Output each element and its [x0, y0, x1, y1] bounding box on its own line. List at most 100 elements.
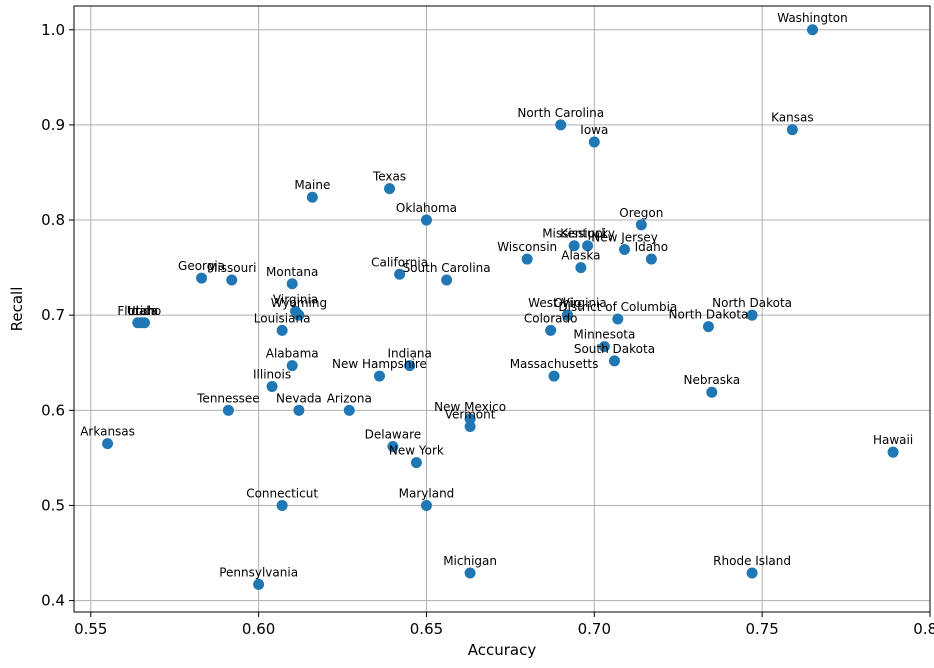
point-label: Florida: [117, 304, 158, 318]
data-point: [266, 381, 278, 393]
x-tick-label: 0.65: [410, 620, 443, 638]
x-tick-label: 0.60: [242, 620, 275, 638]
data-point: [276, 324, 288, 336]
y-tick-label: 0.5: [41, 496, 65, 514]
point-label: Washington: [777, 11, 848, 25]
point-label: Utah: [127, 304, 155, 318]
point-label: Arkansas: [80, 425, 135, 439]
point-label: Missouri: [207, 261, 256, 275]
data-point: [253, 578, 265, 590]
data-point: [887, 446, 899, 458]
point-label: Arizona: [327, 391, 372, 405]
point-label: Maine: [294, 178, 330, 192]
data-point: [286, 278, 298, 290]
point-label: Vermont: [445, 407, 496, 421]
point-label: West Virginia: [528, 296, 607, 310]
data-point: [608, 355, 620, 367]
point-label: Michigan: [443, 554, 497, 568]
y-tick-label: 0.8: [41, 211, 65, 229]
data-point: [575, 262, 587, 274]
point-label: Virginia: [273, 292, 318, 306]
data-point: [746, 309, 758, 321]
point-label: Hawaii: [873, 433, 913, 447]
x-tick-label: 0.70: [578, 620, 611, 638]
point-label: Nevada: [276, 391, 322, 405]
point-labels: Washington Kansas North Carolina Iowa Maine T…: [80, 11, 913, 580]
y-axis-label: Recall: [8, 287, 26, 332]
data-point: [635, 219, 647, 231]
data-point: [619, 244, 631, 256]
data-point: [464, 413, 476, 425]
data-point: [138, 317, 150, 329]
point-label: North Carolina: [517, 106, 604, 120]
point-label: Massachusetts: [510, 357, 599, 371]
data-point: [226, 274, 238, 286]
data-point: [384, 183, 396, 195]
point-label: Mississippi: [542, 227, 606, 241]
data-point: [286, 360, 298, 372]
data-point: [645, 253, 657, 265]
point-label: Colorado: [524, 311, 578, 325]
point-label: New Jersey: [591, 231, 658, 245]
data-point: [404, 360, 416, 372]
data-point: [293, 404, 305, 416]
point-label: Wisconsin: [497, 240, 557, 254]
y-tick-label: 0.9: [41, 116, 65, 134]
point-label: District of Columbia: [558, 300, 677, 314]
data-point: [420, 499, 432, 511]
data-point: [441, 274, 453, 286]
point-label: Montana: [266, 265, 318, 279]
data-point: [293, 309, 305, 321]
data-point: [561, 309, 573, 321]
data-point: [306, 191, 318, 203]
data-point: [222, 404, 234, 416]
data-point: [102, 438, 114, 450]
data-points: [102, 24, 899, 590]
x-tick-label: 0.75: [745, 620, 778, 638]
data-point: [588, 136, 600, 148]
y-tick-label: 0.4: [41, 592, 65, 610]
y-tick-label: 0.7: [41, 306, 65, 324]
data-point: [545, 324, 557, 336]
data-point: [196, 272, 208, 284]
data-point: [387, 440, 399, 452]
data-point: [786, 124, 798, 136]
data-point: [464, 420, 476, 432]
data-point: [521, 253, 533, 265]
point-label: New York: [389, 444, 444, 458]
point-label: Georgia: [178, 259, 225, 273]
axis-ticks: 0.55 0.60 0.65 0.70 0.75 0.80 0.4 0.5 0.6 0.7 0.8 0…: [41, 21, 934, 638]
point-label: Nebraska: [683, 373, 740, 387]
x-tick-label: 0.80: [913, 620, 934, 638]
point-label: Ohio: [554, 296, 582, 310]
point-label: Louisiana: [254, 311, 311, 325]
data-point: [612, 313, 624, 325]
x-tick-label: 0.55: [74, 620, 107, 638]
point-label: Indiana: [387, 347, 431, 361]
point-label: Alaska: [561, 249, 600, 263]
data-point: [568, 240, 580, 252]
data-point: [343, 404, 355, 416]
data-point: [276, 499, 288, 511]
point-label: North Dakota: [712, 296, 792, 310]
point-label: Oklahoma: [396, 201, 457, 215]
point-label: Pennsylvania: [219, 565, 298, 579]
data-point: [702, 321, 714, 333]
data-point: [598, 341, 610, 353]
point-label: Minnesota: [573, 328, 635, 342]
data-point: [410, 457, 422, 469]
point-label: California: [371, 255, 428, 269]
point-label: Illinois: [253, 368, 291, 382]
point-label: Alabama: [266, 347, 319, 361]
point-label: Oregon: [619, 206, 663, 220]
data-point: [746, 567, 758, 579]
data-point: [420, 214, 432, 226]
point-label: Idaho: [635, 240, 668, 254]
x-axis-label: Accuracy: [468, 641, 537, 659]
point-label: Iowa: [580, 123, 608, 137]
plot-frame: [73, 5, 931, 613]
y-tick-label: 0.6: [41, 401, 65, 419]
point-label: North Dakota: [668, 308, 748, 322]
